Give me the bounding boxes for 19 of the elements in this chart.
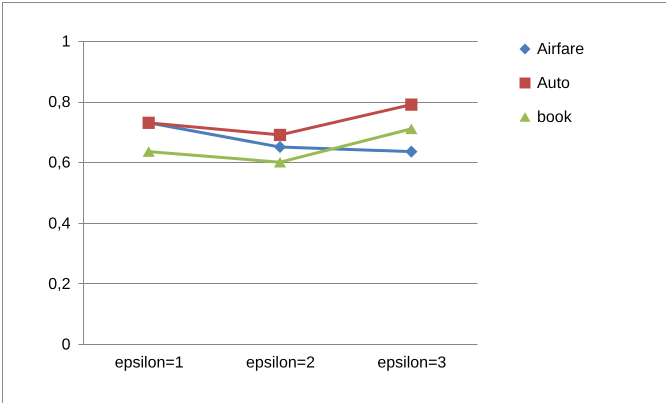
y-tick-label: 0,2 [48,276,71,293]
point [142,146,155,157]
legend-label: Airfare [537,41,584,58]
point [405,145,418,158]
point [274,128,286,142]
point [274,140,286,154]
y-tick-label: 0,6 [48,154,71,172]
point [405,124,418,134]
x-tick-label: epsilon=1 [114,354,184,372]
y-tick-label: 1 [62,34,71,50]
legend-label: Auto [537,75,570,92]
y-tick-label: 0 [62,336,71,354]
y-tick-label: 0,4 [48,215,71,232]
x-tick-label: epsilon=3 [377,354,446,372]
point [274,156,286,168]
legend-label: book [537,109,573,126]
x-tick-label: epsilon=2 [246,354,316,372]
y-tick-label: 0,8 [48,94,71,112]
point [405,98,418,111]
